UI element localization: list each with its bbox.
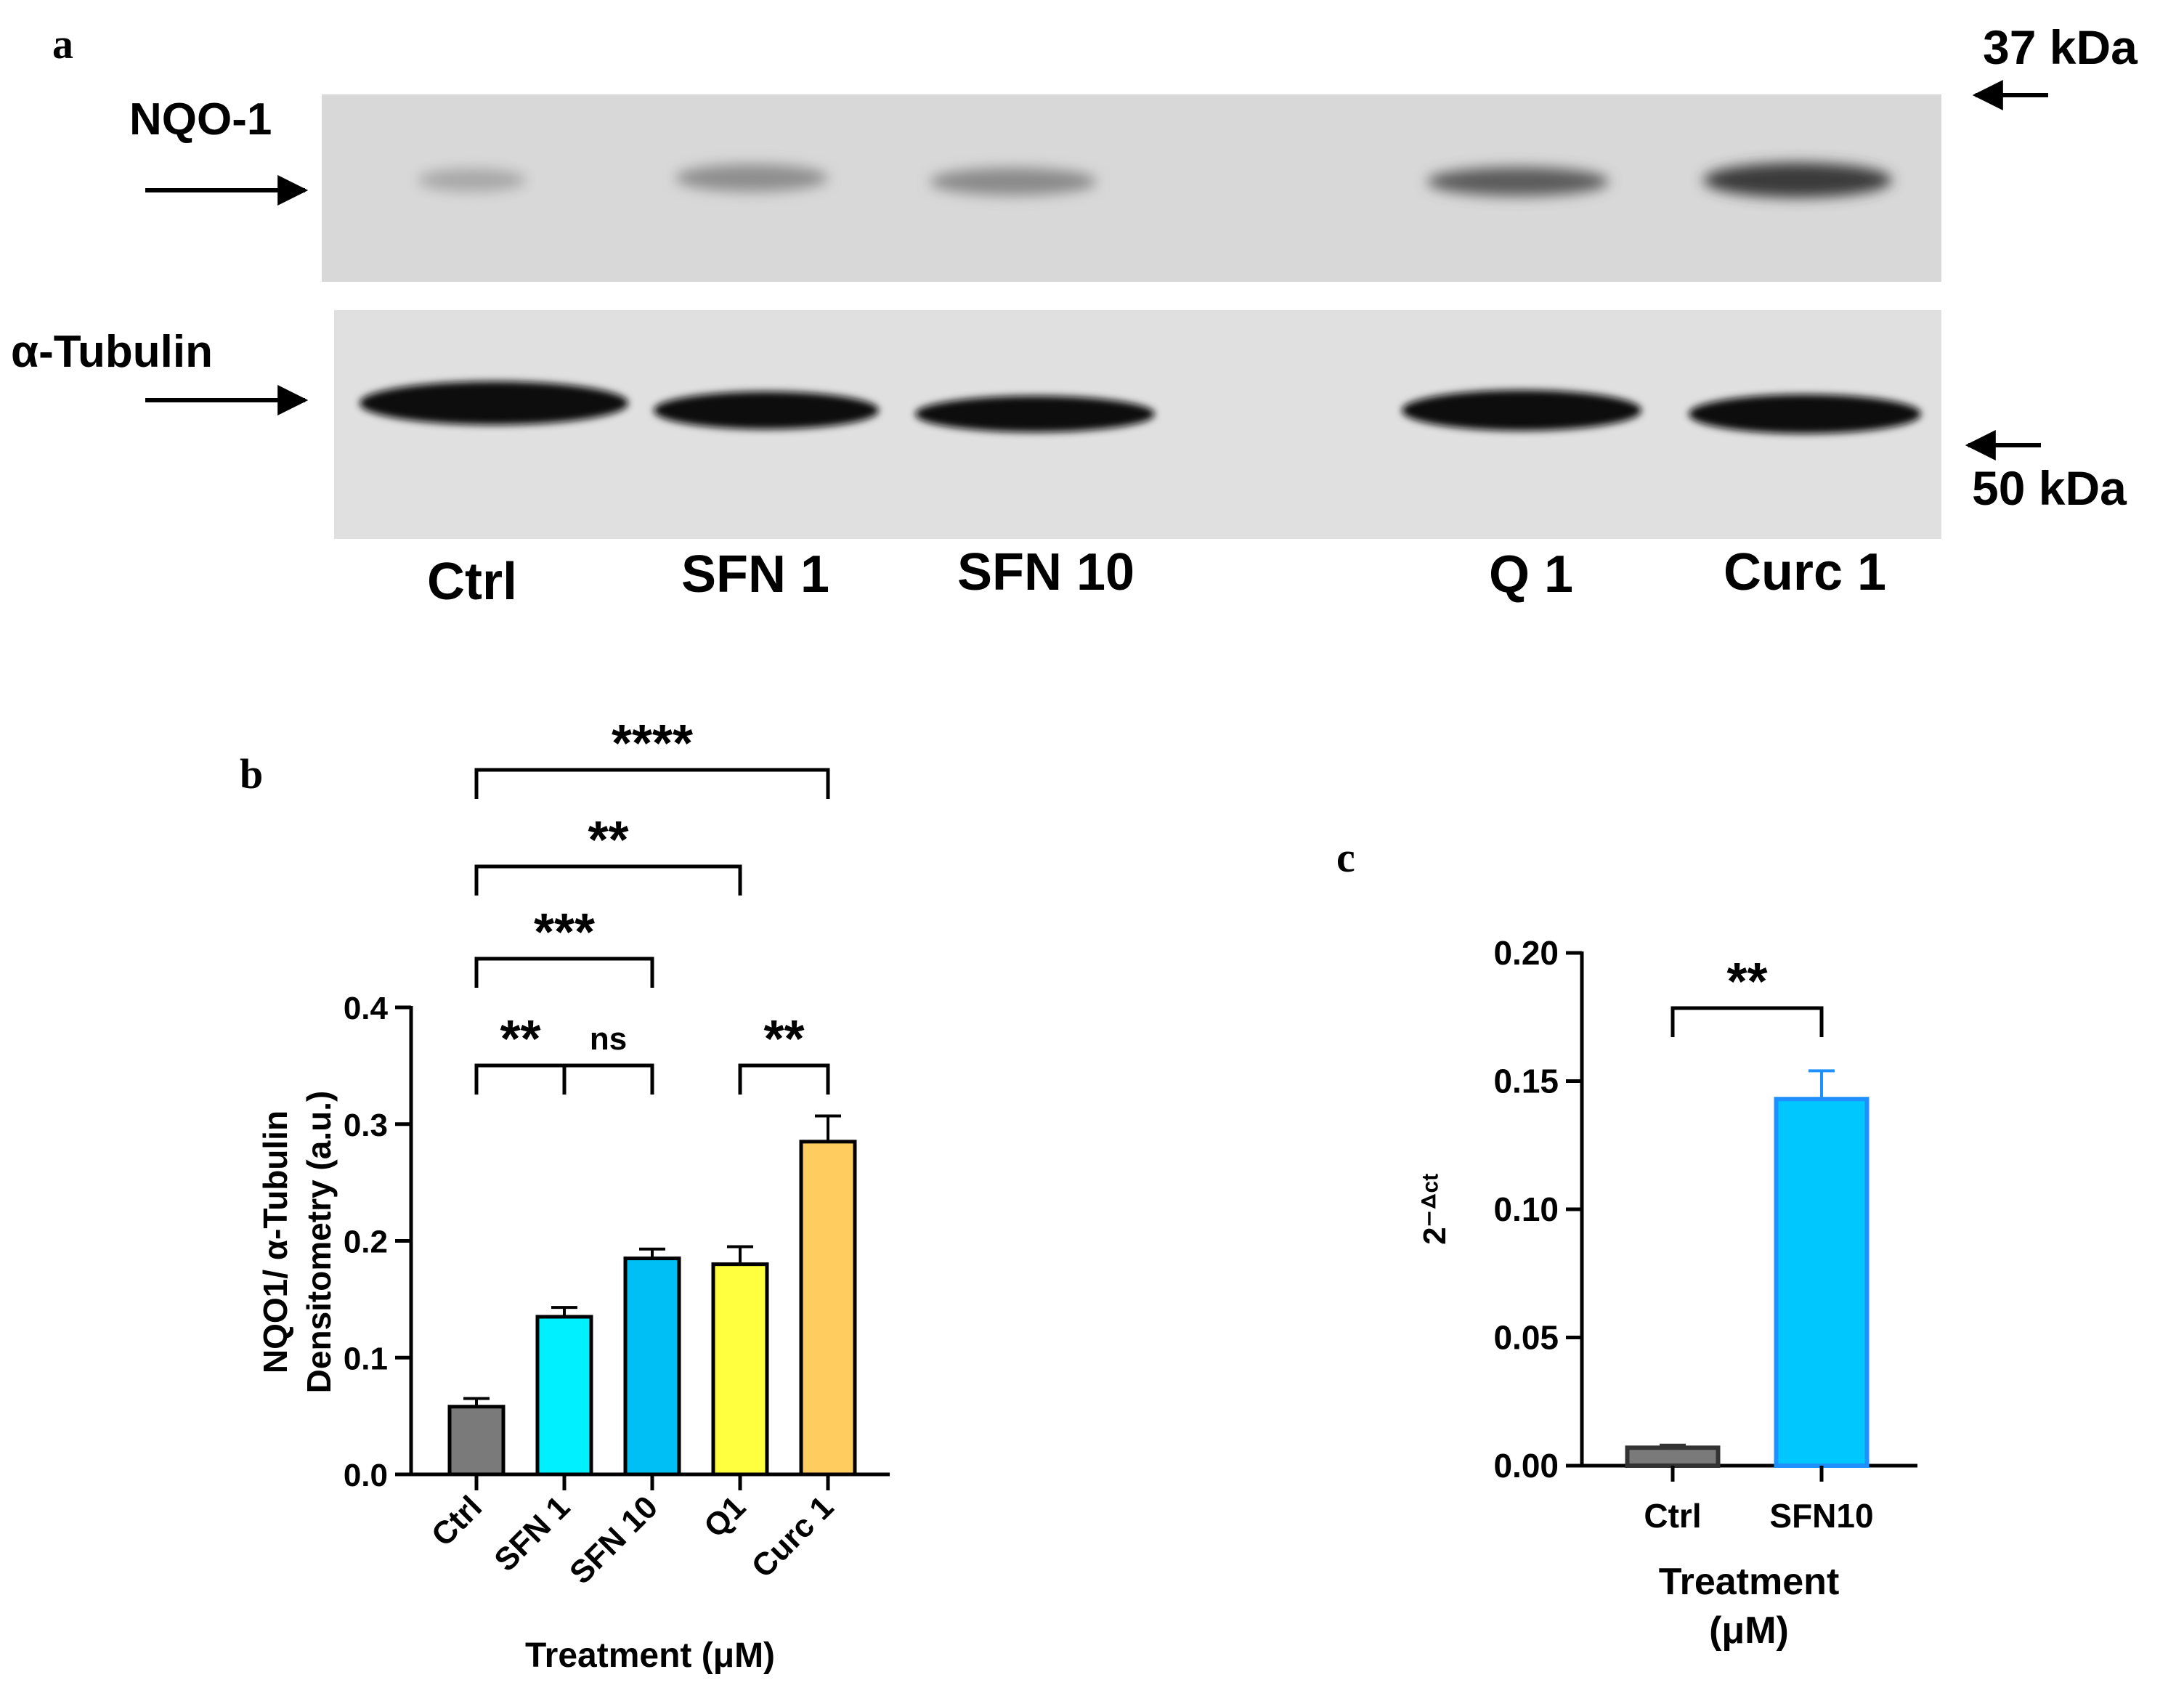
- b-sig-bracket: [474, 957, 654, 988]
- tubulin-bands: [360, 381, 1921, 434]
- tubulin-membrane: [334, 310, 1941, 539]
- b-ylabel-line2: Densitometry (a.u.): [300, 1091, 338, 1394]
- nqo1-membrane: [322, 94, 1941, 282]
- b-x-tick-label: Curc 1: [745, 1489, 840, 1584]
- b-bar: [623, 1256, 681, 1477]
- c-x-tick-label: Ctrl: [1644, 1497, 1701, 1535]
- nqo1-label: NQO-1: [129, 94, 272, 145]
- tubulin-band-sfn10: [915, 396, 1155, 432]
- b-bar: [711, 1262, 769, 1477]
- b-ylabel-line1: NQO1/ α-Tubulin: [256, 1111, 294, 1373]
- c-sig-label: **: [1726, 953, 1767, 1011]
- c-y-tick-label: 0.10: [1493, 1190, 1559, 1228]
- b-x-tick-label: Q1: [697, 1489, 752, 1544]
- b-y-tick-label: 0.2: [344, 1225, 388, 1260]
- c-sig-bracket: [1671, 1006, 1824, 1037]
- c-ylabel: 2⁻ᐞᶜᵗ: [1417, 1174, 1453, 1245]
- lane-label: SFN 1: [681, 545, 829, 604]
- b-bar: [447, 1405, 506, 1477]
- tubulin-band-q1: [1402, 390, 1641, 431]
- c-x-tick-label: SFN10: [1769, 1497, 1873, 1535]
- panel-b-label: b: [240, 750, 263, 797]
- b-y-tick-label: 0.1: [344, 1341, 388, 1376]
- panel-a-label: a: [52, 20, 73, 68]
- b-sig-label: ***: [534, 904, 595, 962]
- nqo1-band-ctrl: [418, 169, 527, 192]
- b-sig-label: ns: [590, 1021, 627, 1057]
- b-sig-label: **: [763, 1010, 804, 1068]
- b-xlabel: Treatment (μM): [525, 1636, 775, 1675]
- b-y-tick-label: 0.3: [344, 1108, 388, 1143]
- b-sig-bracket: [738, 1063, 830, 1095]
- tubulin-band-curc1: [1689, 394, 1921, 434]
- nqo1-bands: [418, 163, 1892, 198]
- b-sig-bracket: [562, 1063, 654, 1095]
- c-y-tick-label: 0.05: [1493, 1319, 1559, 1357]
- c-y-tick-label: 0.15: [1493, 1063, 1559, 1100]
- nqo1-band-sfn1: [675, 164, 828, 192]
- c-xlabel-line2: (μM): [1709, 1609, 1789, 1652]
- panel-a: a NQO-1 α-Tubulin 37 kDa 50 kDa Ctrl: [11, 20, 2138, 611]
- b-sig-bracket: [474, 864, 742, 896]
- b-x-tick-label: Ctrl: [425, 1489, 489, 1553]
- lane-label: SFN 10: [957, 543, 1134, 601]
- tubulin-band-ctrl: [360, 381, 628, 425]
- lane-label: Q 1: [1489, 545, 1573, 604]
- marker-37kda-label: 37 kDa: [1983, 20, 2138, 74]
- b-y-tick-label: 0.4: [344, 991, 389, 1026]
- c-bar: [1627, 1448, 1718, 1466]
- b-sig-bracket: [474, 768, 830, 799]
- marker-50kda-label: 50 kDa: [1972, 461, 2127, 515]
- tubulin-band-sfn1: [654, 391, 879, 429]
- c-y-tick-label: 0.00: [1493, 1447, 1559, 1485]
- lane-label: Ctrl: [427, 553, 517, 611]
- b-y-tick-label: 0.0: [344, 1458, 388, 1493]
- b-sig-bracket: [474, 1063, 567, 1095]
- nqo1-band-curc1: [1703, 163, 1892, 198]
- tubulin-label: α-Tubulin: [11, 327, 213, 377]
- b-x-tick-label: SFN 10: [563, 1489, 665, 1591]
- panel-c-label: c: [1336, 834, 1355, 881]
- c-bar: [1776, 1099, 1867, 1466]
- nqo1-band-q1: [1427, 167, 1609, 196]
- b-bar: [535, 1315, 593, 1477]
- b-sig-label: ****: [612, 715, 693, 773]
- c-xlabel-line1: Treatment: [1659, 1561, 1840, 1603]
- c-y-tick-label: 0.20: [1493, 934, 1559, 972]
- b-sig-label: **: [588, 811, 628, 869]
- b-bar: [799, 1140, 857, 1477]
- nqo1-band-sfn10: [930, 168, 1097, 195]
- b-sig-label: **: [500, 1010, 540, 1068]
- lane-label: Curc 1: [1724, 543, 1886, 601]
- chart-c: c 0.00 0.05 0.10 0.15 0.20 Ctrl SFN10 ** 2⁻ᐞᶜ…: [1336, 834, 1917, 1652]
